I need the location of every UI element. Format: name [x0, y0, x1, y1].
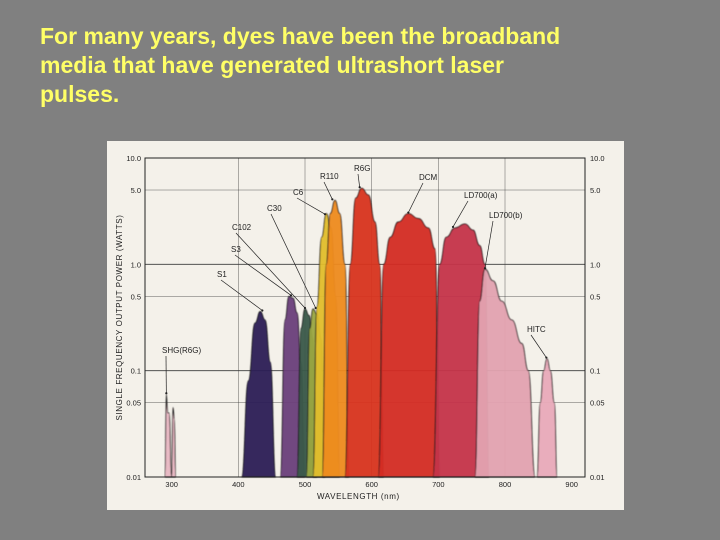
label-leader-line	[408, 182, 424, 213]
label-leader-arrow	[483, 267, 487, 270]
plot-frame-rect	[144, 157, 586, 478]
label-leader-line	[296, 197, 326, 215]
dye-label: C30	[267, 204, 282, 213]
y-tick-label-left: 10.0	[126, 154, 141, 163]
x-tick-label: 900	[565, 480, 578, 489]
dye-label: S1	[217, 270, 227, 279]
label-leader-arrow	[165, 392, 168, 395]
tick-labels: 10.0 5.0 1.0 0.5 0.1 0.05 0.01 10.0 5.0 1.0 0.5 0.1…	[126, 154, 604, 489]
y-tick-label-right: 5.0	[590, 186, 600, 195]
dye-label: LD700(b)	[489, 211, 523, 220]
y-tick-label-right: 0.1	[590, 367, 600, 376]
dye-curve-area	[377, 213, 441, 478]
label-leader-arrow	[261, 309, 264, 312]
dye-curve-area	[536, 358, 558, 478]
dye-label: C102	[232, 223, 252, 232]
label-leader-line	[234, 254, 292, 296]
y-tick-label-left: 0.05	[126, 399, 141, 408]
x-tick-label: 400	[232, 480, 245, 489]
dye-label: SHG(R6G)	[162, 346, 201, 355]
label-leader-arrow	[407, 211, 410, 214]
x-tick-label: 300	[165, 480, 178, 489]
label-leader-arrow	[358, 186, 361, 189]
x-tick-label: 600	[365, 480, 378, 489]
slide-title-line: media that have generated ultrashort las…	[40, 52, 504, 78]
label-leader-line	[323, 181, 333, 200]
label-leader-arrow	[314, 306, 317, 310]
dye-label: R6G	[354, 164, 370, 173]
y-tick-label-right: 1.0	[590, 260, 600, 269]
label-leader-line	[235, 232, 306, 309]
y-tick-label-left: 0.1	[131, 367, 141, 376]
plot-frame	[144, 157, 586, 478]
dye-label: DCM	[419, 173, 438, 182]
y-tick-label-left: 5.0	[131, 186, 141, 195]
dye-curve-area	[241, 311, 277, 478]
label-leader-arrow	[323, 213, 327, 216]
dye-curve-area	[321, 199, 350, 478]
label-leaders	[165, 173, 548, 395]
label-leader-arrow	[331, 198, 334, 201]
label-leader-line	[220, 279, 263, 311]
dye-label: C6	[293, 188, 304, 197]
slide-title-line: pulses.	[40, 81, 120, 107]
dye-label: LD700(a)	[464, 191, 498, 200]
label-leader-line	[357, 173, 361, 188]
y-tick-label-right: 0.05	[590, 399, 605, 408]
dye-labels: SHG(R6G) S1 S3 C102 C30 C6 R110 R6G DCM LD700(a) L…	[162, 164, 546, 355]
x-tick-label: 700	[432, 480, 445, 489]
dye-label: HITC	[527, 325, 546, 334]
label-leader-arrow	[303, 306, 307, 310]
label-leader-arrow	[289, 294, 293, 297]
slide-title: For many years, dyes have been the broad…	[40, 22, 700, 109]
x-tick-label: 800	[499, 480, 512, 489]
label-leader-arrow	[545, 356, 548, 359]
dye-curve-area	[344, 187, 385, 478]
x-axis-label: WAVELENGTH (nm)	[317, 492, 400, 501]
slide-title-line: For many years, dyes have been the broad…	[40, 23, 561, 49]
y-tick-label-left: 0.5	[131, 292, 141, 301]
dye-label: S3	[231, 245, 241, 254]
dye-curve-area	[474, 268, 536, 478]
label-leader-arrow	[451, 225, 455, 229]
label-leader-line	[452, 200, 469, 228]
y-tick-label-right: 0.5	[590, 292, 600, 301]
y-tick-label-left: 0.01	[126, 473, 141, 482]
y-tick-label-left: 1.0	[131, 260, 141, 269]
y-axis-label: SINGLE FREQUENCY OUTPUT POWER (WATTS)	[115, 215, 124, 421]
label-leader-line	[530, 334, 547, 358]
dye-curves	[164, 187, 558, 478]
y-tick-label-right: 0.01	[590, 473, 605, 482]
label-leader-line	[484, 220, 494, 269]
label-leader-line	[270, 213, 316, 309]
x-tick-label: 500	[299, 480, 312, 489]
dye-label: R110	[320, 172, 339, 181]
y-tick-label-right: 10.0	[590, 154, 605, 163]
dye-laser-chart: 10.0 5.0 1.0 0.5 0.1 0.05 0.01 10.0 5.0 1.0 0.5 0.1…	[107, 141, 624, 510]
dye-laser-chart-svg: 10.0 5.0 1.0 0.5 0.1 0.05 0.01 10.0 5.0 1.0 0.5 0.1…	[107, 141, 624, 510]
